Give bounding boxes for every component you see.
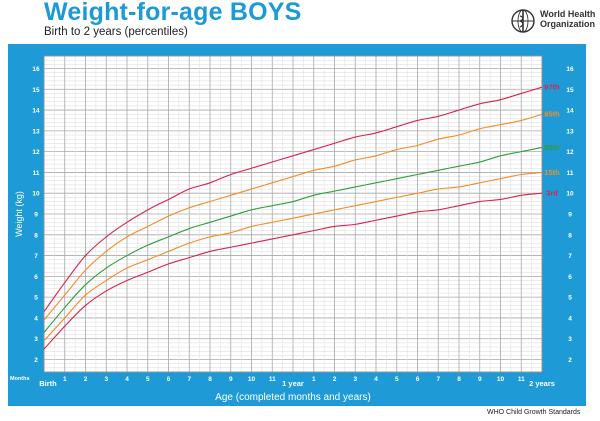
y-tick-label-right: 3 <box>568 336 572 343</box>
y-tick-label-right: 11 <box>567 170 574 177</box>
y-tick-label-right: 9 <box>568 212 572 219</box>
who-logo-text: World Health Organization <box>540 9 595 29</box>
series-line-97th <box>43 86 543 313</box>
who-logo-line1: World Health <box>540 9 596 19</box>
y-tick-label-left: 3 <box>34 336 38 343</box>
who-logo: World Health Organization <box>510 6 596 36</box>
y-tick-label-right: 4 <box>568 315 572 322</box>
x-tick-label: 2 <box>84 376 88 383</box>
y-axis-title: Weight (kg) <box>14 191 24 237</box>
x-tick-label: 5 <box>146 376 150 383</box>
x-tick-label: 5 <box>395 376 399 383</box>
x-tick-label: 11 <box>518 376 525 383</box>
y-tick-label-right: 6 <box>568 274 572 281</box>
y-tick-label-left: 7 <box>34 253 38 260</box>
x-tick-label: 3 <box>104 376 108 383</box>
series-label-50th: 50th <box>544 143 560 152</box>
y-tick-label-left: 14 <box>32 108 40 115</box>
x-tick-label: 2 <box>333 376 337 383</box>
x-tick-label: 6 <box>167 376 171 383</box>
x-tick-label: 1 year <box>282 379 304 388</box>
y-tick-label-left: 4 <box>34 315 38 322</box>
y-tick-label-left: 6 <box>34 274 38 281</box>
x-axis-title: Age (completed months and years) <box>215 392 371 403</box>
x-tick-label: 8 <box>208 376 212 383</box>
x-tick-label: 2 years <box>529 379 555 388</box>
series-line-85th <box>43 113 543 321</box>
y-tick-label-left: 15 <box>32 87 40 94</box>
x-tick-label: 4 <box>374 376 378 383</box>
x-tick-label: 8 <box>457 376 461 383</box>
x-tick-label: Birth <box>39 379 57 388</box>
y-tick-label-left: 9 <box>34 212 38 219</box>
y-tick-label-right: 14 <box>566 108 574 115</box>
y-tick-label-left: 13 <box>32 128 40 135</box>
y-tick-label-left: 8 <box>34 232 38 239</box>
y-tick-label-right: 13 <box>566 128 574 135</box>
chart-panel: 2 2 3 3 4 4 5 5 6 6 7 7 8 8 9 9 10 10 11 11 12 12 13 13 14 14 15 15… <box>8 44 586 406</box>
x-tick-label: 10 <box>248 376 256 383</box>
y-tick-label-left: 5 <box>34 295 38 302</box>
y-tick-label-left: 11 <box>33 170 40 177</box>
series-line-15th <box>43 171 543 342</box>
series-line-50th <box>43 146 543 333</box>
x-tick-label: 1 <box>312 376 316 383</box>
x-tick-label: 11 <box>269 376 276 383</box>
y-tick-label-right: 12 <box>566 149 574 156</box>
y-tick-label-right: 10 <box>566 191 574 198</box>
y-tick-label-left: 12 <box>32 149 40 156</box>
x-tick-label: 7 <box>436 376 440 383</box>
x-tick-label: 1 <box>63 376 67 383</box>
y-tick-label-left: 16 <box>32 66 40 73</box>
y-tick-label-right: 15 <box>566 87 574 94</box>
y-tick-label-left: 2 <box>34 357 38 364</box>
x-tick-label: 6 <box>416 376 420 383</box>
months-label: Months <box>10 376 30 382</box>
series-label-97th: 97th <box>544 83 560 92</box>
x-tick-label: 10 <box>497 376 505 383</box>
plot-border <box>43 55 543 373</box>
who-emblem-icon <box>511 9 535 33</box>
page-title: Weight-for-age BOYS <box>44 0 302 26</box>
series-label-15th: 15th <box>544 168 560 177</box>
x-tick-label: 3 <box>353 376 357 383</box>
x-tick-label: 4 <box>125 376 129 383</box>
y-tick-label-right: 8 <box>568 232 572 239</box>
x-tick-label: 9 <box>229 376 233 383</box>
series-line-3rd <box>43 192 543 350</box>
x-tick-label: 7 <box>187 376 191 383</box>
y-tick-label-right: 5 <box>568 295 572 302</box>
y-tick-label-left: 10 <box>32 191 40 198</box>
who-logo-line2: Organization <box>540 19 596 29</box>
x-tick-label: 9 <box>478 376 482 383</box>
y-tick-label-right: 16 <box>566 66 574 73</box>
series-label-85th: 85th <box>544 110 560 119</box>
series-label-3rd: 3rd <box>546 189 558 198</box>
y-tick-label-right: 7 <box>568 253 572 260</box>
page-subtitle: Birth to 2 years (percentiles) <box>44 26 188 38</box>
source-note: WHO Child Growth Standards <box>487 409 581 416</box>
y-tick-label-right: 2 <box>568 357 572 364</box>
